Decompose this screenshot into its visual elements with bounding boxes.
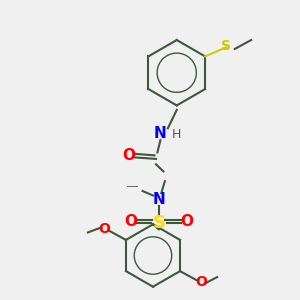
Text: O: O: [99, 222, 110, 236]
FancyBboxPatch shape: [150, 216, 168, 230]
Text: O: O: [124, 214, 137, 229]
Text: O: O: [196, 275, 207, 290]
Text: ―: ―: [127, 181, 138, 191]
Text: H: H: [172, 128, 182, 141]
Text: O: O: [123, 148, 136, 164]
Text: N: N: [154, 126, 167, 141]
Text: S: S: [152, 214, 165, 232]
Text: N: N: [152, 191, 165, 206]
Text: S: S: [221, 39, 231, 53]
Text: O: O: [181, 214, 194, 229]
